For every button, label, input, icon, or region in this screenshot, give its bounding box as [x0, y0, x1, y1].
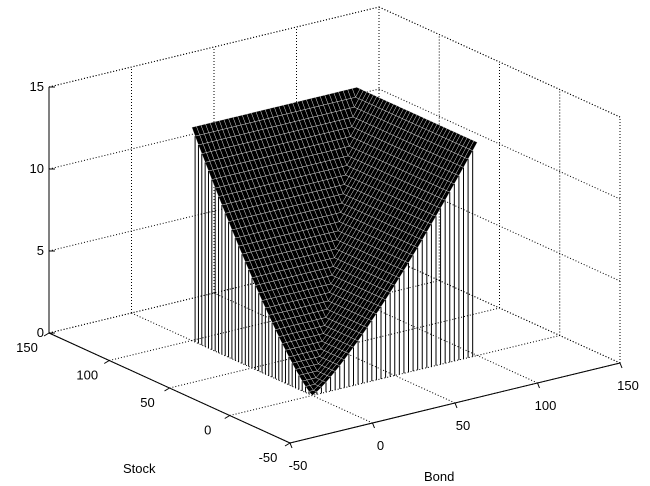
grid-line-x-floor — [296, 272, 538, 384]
grid-line-z-right — [378, 252, 621, 364]
y-tick — [224, 415, 231, 419]
y-tick-label: -50 — [259, 450, 278, 465]
y-tick-label: 100 — [76, 368, 98, 383]
grid-line-y-floor — [229, 335, 560, 416]
grid-line-z-right — [378, 170, 621, 282]
y-tick — [284, 442, 291, 447]
grid-line-y-floor — [169, 307, 500, 389]
z-tick-label: 5 — [37, 243, 44, 258]
y-tick-label: 0 — [204, 423, 211, 438]
z-tick-label: 10 — [30, 161, 44, 176]
x-tick-label: 50 — [456, 418, 470, 433]
x-tick — [372, 422, 375, 429]
z-tick-label: 15 — [30, 79, 44, 94]
z-tick-label: 0 — [37, 325, 44, 340]
box-edge — [48, 6, 380, 88]
x-tick-label: -50 — [289, 458, 308, 473]
x-tick — [454, 402, 458, 409]
x-axis-label: Bond — [424, 469, 454, 484]
x-tick — [289, 442, 293, 449]
y-axis-label: Stock — [123, 461, 156, 476]
surface-mesh — [191, 87, 478, 396]
x-tick-label: 100 — [535, 398, 557, 413]
surface-patch — [308, 390, 318, 396]
y-tick — [103, 360, 110, 364]
y-tick — [164, 387, 170, 392]
x-tick-label: 150 — [617, 378, 639, 393]
grid-line-z-right — [378, 88, 621, 200]
y-tick-label: 150 — [16, 340, 38, 355]
box-edge — [378, 6, 621, 118]
x-tick — [619, 362, 623, 369]
y-tick — [43, 332, 50, 337]
x-tick-label: 0 — [377, 438, 384, 453]
y-tick-label: 50 — [140, 395, 154, 410]
x-tick — [537, 382, 540, 389]
